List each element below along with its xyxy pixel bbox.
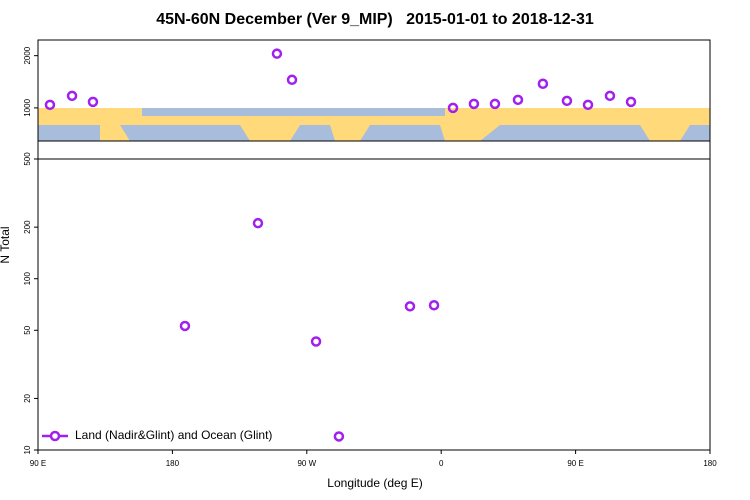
point bbox=[428, 300, 440, 311]
point bbox=[179, 320, 191, 332]
point bbox=[625, 96, 637, 108]
map-strip bbox=[38, 108, 710, 141]
y-axis-label: N Total bbox=[0, 226, 12, 263]
point bbox=[87, 96, 99, 108]
y-tick-label: 500 bbox=[23, 152, 32, 166]
point bbox=[468, 98, 480, 110]
point bbox=[447, 102, 459, 114]
y-tick-label: 20 bbox=[23, 393, 32, 402]
point bbox=[561, 95, 573, 107]
y-tick-label: 200 bbox=[23, 220, 32, 234]
point bbox=[252, 217, 264, 229]
y-tick-label: 10 bbox=[23, 445, 32, 454]
y-tick-label: 50 bbox=[23, 325, 32, 334]
y-tick-label: 100 bbox=[23, 272, 32, 286]
point bbox=[489, 98, 501, 110]
bottom-panel-frame bbox=[37, 158, 711, 451]
x-axis-label: Longitude (deg E) bbox=[327, 476, 422, 490]
point bbox=[404, 301, 416, 312]
y-tick-label: 2000 bbox=[23, 46, 32, 64]
chart-title: 45N-60N December (Ver 9_MIP) 2015-01-01 … bbox=[156, 11, 594, 28]
point bbox=[271, 48, 283, 59]
point bbox=[537, 78, 549, 90]
top-panel-frame bbox=[37, 39, 711, 142]
point bbox=[286, 74, 298, 86]
x-tick-label: 90 E bbox=[567, 459, 583, 468]
legend-label: Land (Nadir&Glint) and Ocean (Glint) bbox=[75, 428, 272, 442]
point bbox=[512, 94, 524, 106]
x-tick-label: 180 bbox=[166, 459, 180, 468]
point bbox=[333, 431, 345, 442]
point bbox=[582, 99, 594, 111]
y-tick-label: 1000 bbox=[23, 98, 32, 116]
x-tick-label: 180 bbox=[703, 459, 717, 468]
point bbox=[44, 99, 56, 111]
x-tick-label: 90 W bbox=[297, 459, 316, 468]
x-tick-label: 90 E bbox=[30, 459, 46, 468]
point bbox=[310, 336, 322, 347]
x-tick-label: 0 bbox=[439, 459, 444, 468]
legend-marker bbox=[49, 430, 61, 442]
point bbox=[604, 90, 616, 102]
point bbox=[66, 90, 78, 102]
